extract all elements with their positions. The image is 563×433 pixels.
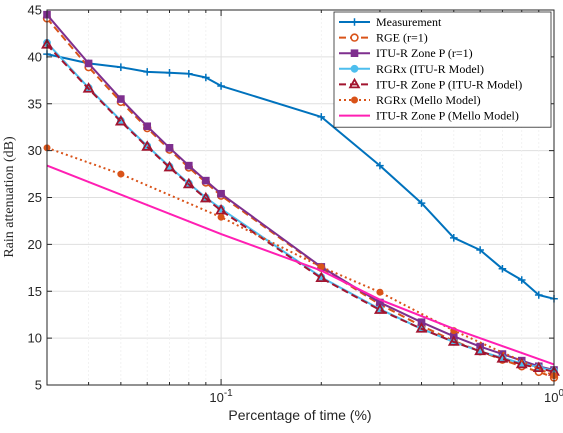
data-point — [217, 82, 225, 90]
y-tick-label: 20 — [28, 237, 42, 252]
data-point — [415, 322, 428, 333]
series-line — [46, 164, 555, 366]
data-point — [182, 177, 195, 189]
data-point — [199, 191, 212, 203]
y-axis-label: Rain attenuation (dB) — [2, 136, 17, 258]
data-point — [202, 73, 210, 82]
data-point — [350, 33, 359, 42]
y-tick-label: 10 — [28, 331, 42, 346]
y-tick-label: 25 — [28, 190, 42, 205]
data-point — [476, 246, 484, 254]
x-axis-label: Percentage of time (%) — [228, 407, 371, 423]
y-tick-label: 40 — [28, 49, 42, 64]
data-point — [143, 68, 152, 76]
data-point — [117, 95, 125, 103]
data-point — [117, 63, 125, 71]
legend: Measurement RGE (r=1)ITU-R Zone P (r=1) RG… — [333, 11, 552, 128]
data-point — [185, 69, 193, 78]
legend-label: ITU-R Zone P (Mello Model) — [376, 109, 519, 123]
x-tick-label: 10-1 — [209, 388, 233, 405]
series — [46, 164, 555, 366]
legend-label: RGRx (Mello Model) — [376, 93, 481, 107]
x-tick-label-exponent: -1 — [224, 388, 233, 399]
legend-label: ITU-R Zone P (ITU-R Model) — [376, 77, 522, 91]
legend-label: Measurement — [376, 15, 442, 29]
legend-box — [333, 11, 552, 128]
data-point — [350, 49, 359, 58]
legend-label: RGE (r=1) — [376, 31, 428, 45]
x-tick-label-exponent: 0 — [558, 388, 563, 399]
legend-entry: ITU-R Zone P (Mello Model) — [339, 109, 519, 123]
data-point — [350, 18, 359, 26]
legend-entry: RGE (r=1) — [339, 31, 428, 45]
data-point — [498, 264, 507, 273]
data-point — [496, 352, 509, 363]
data-point — [517, 276, 526, 284]
data-point — [351, 96, 358, 104]
series-layer — [41, 10, 560, 382]
data-point — [449, 234, 458, 242]
data-point — [317, 113, 326, 121]
data-point — [376, 161, 384, 170]
legend-label: RGRx (ITU-R Model) — [376, 62, 484, 76]
y-tick-label: 35 — [28, 96, 42, 111]
data-point — [217, 189, 225, 198]
x-tick-label: 100 — [544, 388, 563, 405]
data-point — [165, 69, 174, 77]
data-point — [376, 288, 384, 296]
data-point — [373, 303, 386, 314]
y-tick-label: 15 — [28, 284, 42, 299]
data-point — [185, 161, 193, 170]
data-point — [143, 122, 152, 131]
y-tick-label: 45 — [28, 3, 42, 18]
data-point — [114, 114, 127, 126]
data-point — [417, 199, 426, 207]
y-tick-label: 5 — [35, 378, 42, 393]
data-point — [202, 176, 210, 185]
data-point — [447, 335, 460, 346]
series — [43, 144, 558, 380]
data-point — [82, 82, 95, 93]
legend-entry: RGRx (ITU-R Model) — [339, 62, 484, 76]
data-point — [141, 140, 154, 151]
data-point — [84, 59, 93, 68]
data-point — [217, 213, 225, 221]
legend-label: ITU-R Zone P (r=1) — [376, 46, 473, 60]
legend-entry: RGRx (Mello Model) — [339, 93, 481, 107]
data-point — [534, 291, 543, 299]
data-point — [348, 77, 361, 89]
data-point — [474, 344, 487, 356]
data-point — [515, 357, 528, 369]
legend-entry: ITU-R Zone P (r=1) — [339, 46, 473, 60]
data-point — [350, 64, 359, 73]
y-tick-label: 30 — [28, 143, 42, 158]
data-point — [117, 170, 125, 178]
legend-entry: Measurement — [339, 15, 442, 29]
data-point — [215, 203, 228, 215]
legend-entry: ITU-R Zone P (ITU-R Model) — [339, 77, 522, 91]
data-point — [165, 144, 174, 152]
data-point — [315, 271, 328, 283]
data-point — [163, 160, 176, 172]
ticks: 5 10 15 20 25 30 35 40 45 10-1 100 — [28, 3, 563, 406]
series-line — [46, 44, 555, 373]
series-line — [46, 17, 555, 379]
